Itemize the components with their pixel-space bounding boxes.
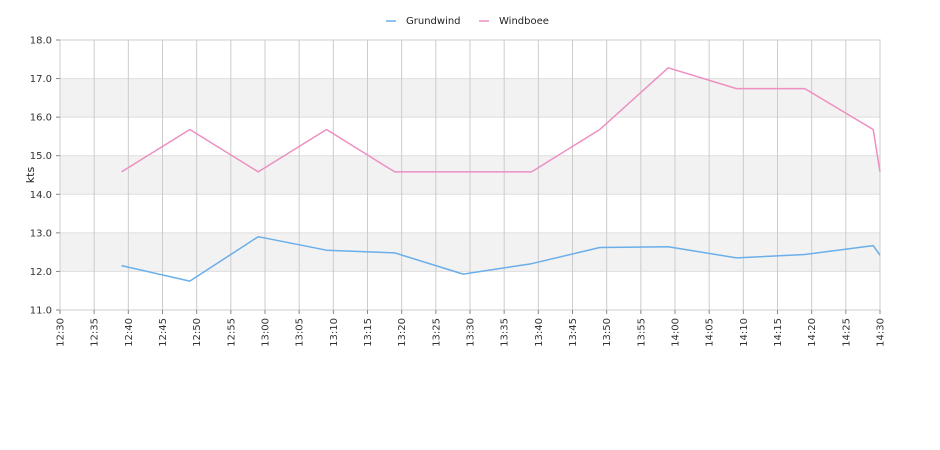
x-tick-label: 14:15	[773, 318, 784, 347]
x-tick-label: 13:40	[534, 318, 545, 347]
x-tick-label: 14:25	[841, 318, 852, 347]
legend-item-grundwind[interactable]: Grundwind	[386, 16, 461, 27]
x-tick-label: 14:20	[807, 318, 818, 347]
x-tick-label: 13:45	[568, 318, 579, 347]
x-tick-label: 13:10	[329, 318, 340, 347]
x-tick-label: 14:10	[739, 318, 750, 347]
x-tick-label: 13:05	[295, 318, 306, 347]
y-tick-label: 16.0	[30, 113, 52, 124]
x-axis: 12:30 12:35 12:40 12:45 12:50 12:55 13:00 13:05…	[56, 310, 887, 347]
y-tick-label: 14.0	[30, 190, 52, 201]
y-tick-label: 15.0	[30, 151, 52, 162]
legend-label: Windboee	[499, 16, 549, 27]
legend-item-windboee[interactable]: Windboee	[479, 16, 549, 27]
x-tick-label: 13:50	[602, 318, 613, 347]
x-tick-label: 13:35	[500, 318, 511, 347]
series-lines	[121, 67, 881, 282]
y-tick-label: 18.0	[30, 36, 52, 47]
x-tick-label: 13:25	[431, 318, 442, 347]
x-tick-label: 12:45	[158, 318, 169, 347]
legend-label: Grundwind	[406, 16, 461, 27]
x-tick-label: 12:55	[226, 318, 237, 347]
x-tick-label: 12:50	[192, 318, 203, 347]
x-tick-label: 14:05	[705, 318, 716, 347]
y-tick-label: 12.0	[30, 267, 52, 278]
x-tick-label: 13:30	[466, 318, 477, 347]
legend[interactable]: Grundwind Windboee	[386, 16, 549, 27]
x-tick-label: 12:35	[90, 318, 101, 347]
x-tick-label: 14:00	[671, 318, 682, 347]
x-tick-label: 14:30	[876, 318, 887, 347]
grid-lines	[59, 39, 881, 311]
x-tick-label: 12:40	[124, 318, 135, 347]
x-tick-label: 13:20	[397, 318, 408, 347]
y-tick-label: 11.0	[30, 306, 52, 317]
y-tick-label: 17.0	[30, 74, 52, 85]
series-line-grundwind	[121, 235, 881, 282]
x-tick-label: 13:55	[636, 318, 647, 347]
y-axis-title: kts	[24, 167, 37, 184]
x-tick-label: 12:30	[56, 318, 67, 347]
series-line-windboee	[121, 67, 881, 173]
y-tick-label: 13.0	[30, 228, 52, 239]
x-tick-label: 13:00	[261, 318, 272, 347]
y-axis: 11.0 12.0 13.0 14.0 15.0 16.0 17.0 18.0	[30, 36, 60, 317]
x-tick-label: 13:15	[363, 318, 374, 347]
